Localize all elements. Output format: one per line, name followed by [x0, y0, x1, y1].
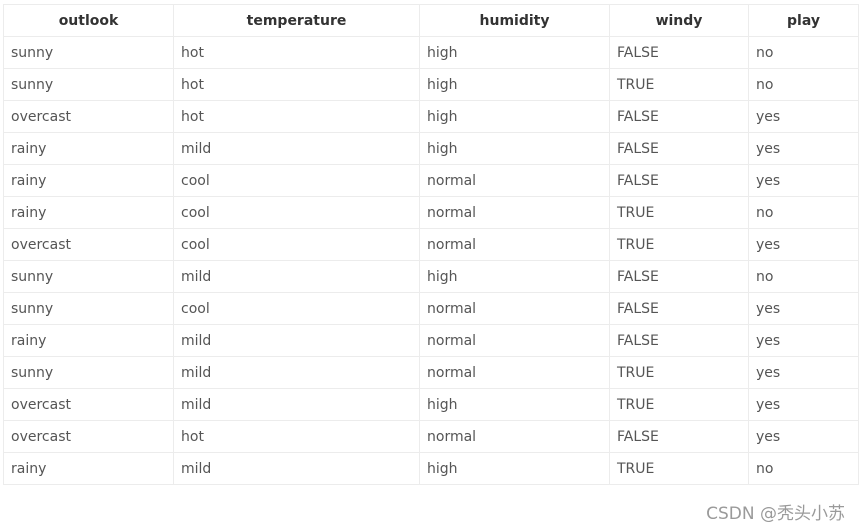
cell-outlook: rainy: [3, 132, 174, 165]
cell-outlook: rainy: [3, 196, 174, 229]
table-row: overcast hot normal FALSE yes: [3, 420, 859, 453]
cell-temperature: mild: [173, 388, 420, 421]
table-row: sunny mild high FALSE no: [3, 260, 859, 293]
cell-play: yes: [748, 388, 859, 421]
cell-windy: TRUE: [609, 388, 749, 421]
cell-outlook: overcast: [3, 228, 174, 261]
cell-temperature: cool: [173, 228, 420, 261]
cell-humidity: high: [419, 68, 610, 101]
cell-humidity: high: [419, 36, 610, 69]
cell-play: yes: [748, 356, 859, 389]
column-header-play: play: [748, 4, 859, 37]
table-row: sunny cool normal FALSE yes: [3, 292, 859, 325]
cell-windy: TRUE: [609, 452, 749, 485]
cell-outlook: rainy: [3, 452, 174, 485]
header-row: outlook temperature humidity windy play: [3, 4, 859, 37]
cell-play: yes: [748, 420, 859, 453]
cell-windy: TRUE: [609, 228, 749, 261]
table-row: sunny mild normal TRUE yes: [3, 356, 859, 389]
cell-humidity: high: [419, 132, 610, 165]
table-row: overcast hot high FALSE yes: [3, 100, 859, 133]
cell-humidity: normal: [419, 196, 610, 229]
cell-windy: FALSE: [609, 420, 749, 453]
cell-windy: FALSE: [609, 132, 749, 165]
table-row: sunny hot high FALSE no: [3, 36, 859, 69]
cell-temperature: cool: [173, 196, 420, 229]
cell-windy: FALSE: [609, 36, 749, 69]
cell-outlook: sunny: [3, 356, 174, 389]
watermark: CSDN @秃头小苏: [706, 504, 845, 524]
cell-windy: FALSE: [609, 292, 749, 325]
cell-play: yes: [748, 228, 859, 261]
cell-humidity: normal: [419, 356, 610, 389]
cell-windy: TRUE: [609, 68, 749, 101]
cell-outlook: sunny: [3, 68, 174, 101]
cell-outlook: overcast: [3, 388, 174, 421]
cell-play: no: [748, 260, 859, 293]
cell-outlook: overcast: [3, 420, 174, 453]
table-row: rainy mild normal FALSE yes: [3, 324, 859, 357]
weather-table: outlook temperature humidity windy play sunn…: [3, 4, 859, 485]
cell-temperature: hot: [173, 100, 420, 133]
cell-outlook: rainy: [3, 164, 174, 197]
cell-temperature: mild: [173, 132, 420, 165]
cell-humidity: normal: [419, 164, 610, 197]
cell-temperature: hot: [173, 36, 420, 69]
cell-humidity: normal: [419, 228, 610, 261]
table-row: sunny hot high TRUE no: [3, 68, 859, 101]
cell-windy: TRUE: [609, 356, 749, 389]
cell-temperature: mild: [173, 452, 420, 485]
table-row: overcast cool normal TRUE yes: [3, 228, 859, 261]
column-header-temperature: temperature: [173, 4, 420, 37]
cell-temperature: mild: [173, 356, 420, 389]
cell-outlook: overcast: [3, 100, 174, 133]
cell-play: yes: [748, 292, 859, 325]
table-row: overcast mild high TRUE yes: [3, 388, 859, 421]
cell-windy: FALSE: [609, 100, 749, 133]
cell-play: yes: [748, 100, 859, 133]
cell-humidity: high: [419, 388, 610, 421]
cell-humidity: normal: [419, 420, 610, 453]
cell-outlook: rainy: [3, 324, 174, 357]
cell-play: no: [748, 196, 859, 229]
column-header-outlook: outlook: [3, 4, 174, 37]
cell-humidity: normal: [419, 324, 610, 357]
cell-humidity: high: [419, 260, 610, 293]
cell-play: no: [748, 68, 859, 101]
cell-humidity: high: [419, 100, 610, 133]
cell-play: yes: [748, 324, 859, 357]
column-header-humidity: humidity: [419, 4, 610, 37]
cell-temperature: hot: [173, 68, 420, 101]
cell-humidity: high: [419, 452, 610, 485]
table-row: rainy mild high TRUE no: [3, 452, 859, 485]
cell-temperature: mild: [173, 260, 420, 293]
cell-windy: TRUE: [609, 196, 749, 229]
cell-windy: FALSE: [609, 260, 749, 293]
cell-play: no: [748, 36, 859, 69]
cell-outlook: sunny: [3, 36, 174, 69]
cell-windy: FALSE: [609, 164, 749, 197]
cell-play: no: [748, 452, 859, 485]
cell-temperature: cool: [173, 292, 420, 325]
cell-windy: FALSE: [609, 324, 749, 357]
cell-temperature: hot: [173, 420, 420, 453]
table-row: rainy cool normal FALSE yes: [3, 164, 859, 197]
cell-temperature: cool: [173, 164, 420, 197]
column-header-windy: windy: [609, 4, 749, 37]
cell-outlook: sunny: [3, 260, 174, 293]
cell-play: yes: [748, 132, 859, 165]
cell-temperature: mild: [173, 324, 420, 357]
cell-outlook: sunny: [3, 292, 174, 325]
cell-humidity: normal: [419, 292, 610, 325]
cell-play: yes: [748, 164, 859, 197]
table-row: rainy mild high FALSE yes: [3, 132, 859, 165]
table-row: rainy cool normal TRUE no: [3, 196, 859, 229]
